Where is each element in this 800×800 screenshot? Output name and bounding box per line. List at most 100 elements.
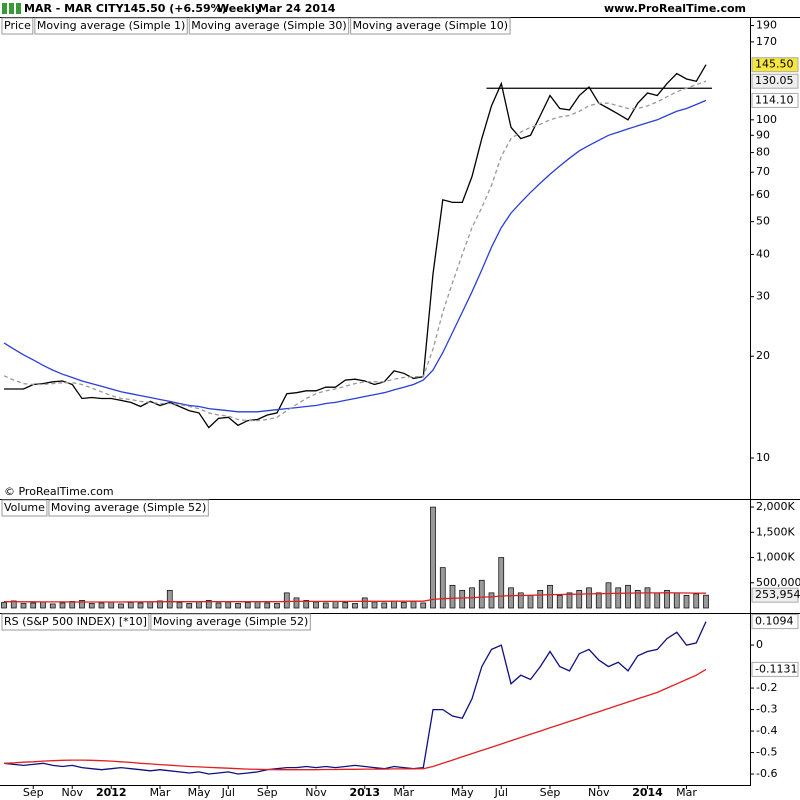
bar [20, 603, 27, 609]
bar [186, 603, 193, 609]
bar [108, 601, 115, 609]
bar [391, 600, 397, 609]
x-tick-label: Mar [150, 786, 171, 799]
legend-entry: Moving average (Simple 10) [353, 19, 508, 32]
y-tick-label: 30 [756, 290, 770, 303]
legend-box [150, 613, 311, 631]
bar [196, 601, 202, 609]
y-tick-label: 2,000K [756, 500, 795, 513]
bar [352, 603, 358, 609]
x-tick-label: Sep [257, 786, 278, 799]
bar [498, 557, 505, 609]
bar [30, 602, 37, 609]
y-tick-label: 70 [756, 165, 770, 178]
bar [225, 601, 232, 609]
series-line [3, 80, 707, 422]
x-tick-label: Jul [494, 786, 508, 799]
bar [664, 589, 670, 609]
legend-box [34, 17, 188, 35]
bar [488, 592, 495, 609]
bar [274, 603, 280, 609]
bar [420, 602, 427, 609]
y-tick-label: 80 [756, 146, 770, 159]
series-line [4, 592, 707, 603]
bar [683, 595, 690, 609]
icon [2, 3, 7, 14]
legend-entry: Moving average (Simple 52) [153, 615, 308, 628]
legend-box [1, 613, 150, 631]
bar [547, 584, 553, 609]
y-tick-label: 50 [756, 215, 770, 228]
bar [303, 600, 310, 609]
legend-entry: Volume [4, 501, 45, 514]
series-line [3, 99, 707, 413]
x-tick-label: May [451, 786, 474, 799]
y-tick-label: 100 [756, 113, 777, 126]
y-tick-label: 40 [756, 247, 770, 260]
bar [371, 601, 378, 609]
legend-entry: Moving average (Simple 30) [191, 19, 346, 32]
bar [127, 602, 134, 609]
bar [235, 603, 241, 609]
series-line [4, 64, 707, 429]
y-tick-label: 1,500K [756, 525, 795, 538]
last-value-box [751, 661, 799, 677]
bar [634, 589, 641, 609]
bar [400, 602, 407, 609]
bar [693, 593, 700, 609]
bar [254, 601, 261, 609]
bar [283, 592, 290, 609]
legend-box [48, 499, 209, 517]
bar [605, 582, 612, 609]
bar [508, 587, 514, 609]
x-tick-label: Jul [221, 786, 235, 799]
bar [59, 602, 66, 609]
y-tick-label: -0.3 [756, 703, 777, 716]
bar [410, 601, 417, 609]
x-tick-label: 2013 [349, 786, 380, 799]
last-value-label: 145.50 [755, 58, 794, 71]
bar [459, 589, 466, 609]
bar [88, 603, 95, 609]
last-value-box [751, 73, 799, 89]
period: Weekly [217, 2, 262, 15]
last-value-label: -0.1131 [755, 662, 797, 675]
last-value-box [751, 92, 799, 108]
bar [673, 592, 680, 609]
bar [625, 584, 631, 609]
y-tick-label: 90 [756, 128, 770, 141]
y-tick-label: 20 [756, 349, 770, 362]
bar [361, 597, 368, 609]
y-tick-label: 10 [756, 451, 770, 464]
bar [527, 595, 534, 609]
y-tick-label: 190 [756, 19, 777, 32]
bar [537, 589, 544, 609]
y-tick-label: 170 [756, 35, 777, 48]
last-value-box [751, 614, 799, 630]
bar [556, 595, 563, 609]
legend-box [1, 17, 34, 35]
x-tick-label: 2012 [96, 786, 127, 799]
bar [322, 602, 329, 609]
y-tick-label: -0.4 [756, 724, 777, 737]
x-tick-label: Sep [23, 786, 44, 799]
bar [517, 592, 524, 609]
copyright: © ProRealTime.com [4, 485, 114, 498]
icon [16, 3, 21, 14]
y-tick-label: -0.2 [756, 681, 777, 694]
bar [49, 603, 56, 609]
last-value-box [751, 587, 799, 603]
series-line [3, 621, 707, 775]
y-tick-label: 500,000 [756, 576, 800, 589]
bar [313, 601, 319, 609]
bar [615, 587, 622, 609]
bar [586, 587, 592, 609]
bar [576, 589, 583, 609]
last-value-label: 114.10 [755, 93, 794, 106]
legend-entry: RS (S&P 500 INDEX) [*10] [4, 615, 147, 628]
bar [703, 594, 709, 609]
bar [79, 600, 85, 609]
bar [215, 602, 222, 609]
bar [1, 602, 7, 609]
